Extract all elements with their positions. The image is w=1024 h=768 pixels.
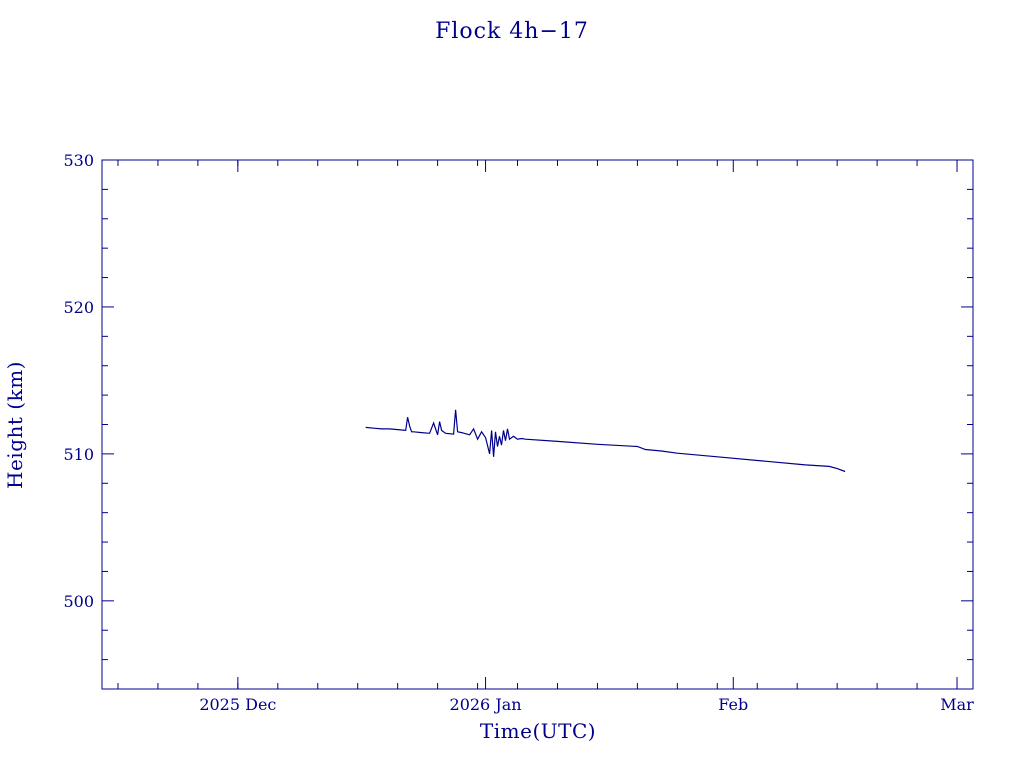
chart-title: Flock 4h−17 xyxy=(435,19,589,44)
x-axis-ticks xyxy=(117,160,958,689)
y-axis-label: Height (km) xyxy=(3,361,27,489)
x-tick-label: 2026 Jan xyxy=(450,695,522,714)
x-tick-label: Feb xyxy=(718,695,748,714)
x-tick-label: 2025 Dec xyxy=(199,695,276,714)
x-tick-label: Mar xyxy=(940,695,974,714)
y-tick-label: 500 xyxy=(63,592,94,611)
x-axis-tick-labels: 2025 Dec 2026 Jan Feb Mar xyxy=(199,695,974,714)
y-tick-label: 510 xyxy=(63,445,94,464)
y-axis-tick-labels: 500 510 520 530 xyxy=(63,151,94,611)
series-line-height xyxy=(365,409,846,473)
x-axis-label: Time(UTC) xyxy=(480,719,596,743)
plot-frame xyxy=(101,159,974,690)
y-tick-label: 520 xyxy=(63,298,94,317)
y-tick-label: 530 xyxy=(63,151,94,170)
y-axis-ticks xyxy=(102,159,973,690)
